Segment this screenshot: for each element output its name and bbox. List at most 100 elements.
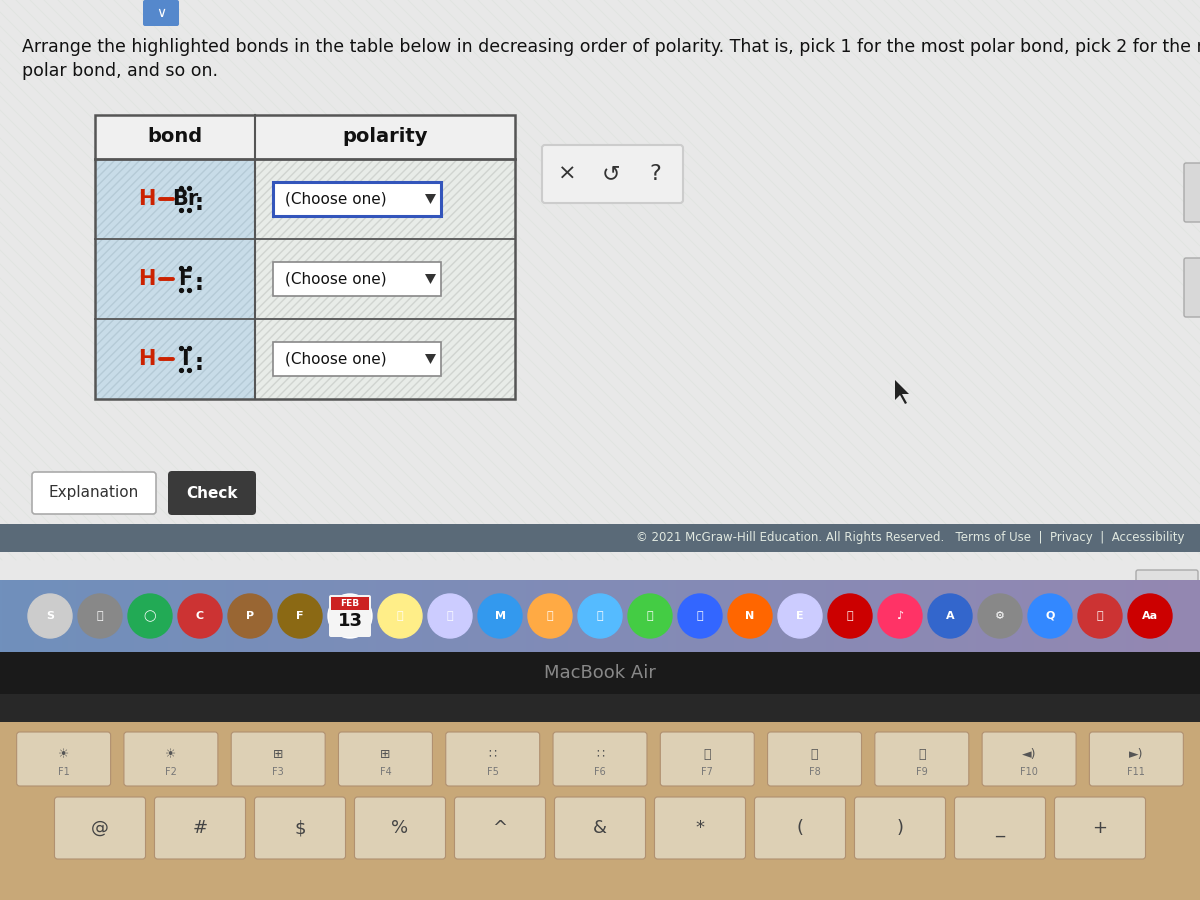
Text: F11: F11 [1128,768,1145,778]
Circle shape [478,594,522,638]
Bar [114,580,116,652]
Bar [974,580,976,652]
Bar [758,580,760,652]
Bar [190,580,192,652]
Bar [1038,580,1040,652]
Text: E: E [796,611,804,621]
Bar [294,580,296,652]
Text: F4: F4 [379,768,391,778]
Bar [1028,580,1030,652]
Bar [668,580,670,652]
Bar [298,580,300,652]
Bar [476,580,478,652]
Bar [1042,580,1044,652]
Bar [776,580,778,652]
Bar [936,580,938,652]
Bar [840,580,842,652]
Bar [464,580,466,652]
Bar [934,580,936,652]
Bar [1158,580,1160,652]
Bar [864,580,866,652]
Bar [1078,580,1080,652]
Text: (Choose one): (Choose one) [286,192,386,206]
Bar [498,580,500,652]
Bar [1178,580,1180,652]
Text: N: N [745,611,755,621]
FancyBboxPatch shape [124,732,218,786]
Bar [682,580,684,652]
Bar [204,580,206,652]
Bar [804,580,806,652]
Bar [576,580,578,652]
Bar [218,580,220,652]
Bar [1062,580,1064,652]
Bar [958,580,960,652]
Bar [376,580,378,652]
Bar [1172,580,1174,652]
Bar [332,580,334,652]
Bar [302,580,304,652]
FancyBboxPatch shape [0,652,1200,694]
Bar [886,580,888,652]
Circle shape [1028,594,1072,638]
Bar [760,580,762,652]
Text: Explanation: Explanation [49,485,139,500]
Bar [582,580,584,652]
Bar [338,580,340,652]
Bar [412,580,414,652]
Circle shape [578,594,622,638]
Bar [750,580,752,652]
Bar [678,580,680,652]
Bar [1190,580,1192,652]
Bar [820,580,822,652]
Bar [732,580,734,652]
Bar [88,580,90,652]
Bar [1128,580,1130,652]
Bar [436,580,438,652]
Bar [444,580,446,652]
Bar [316,580,318,652]
Bar [918,580,920,652]
Bar [442,580,444,652]
Text: 📰: 📰 [847,611,853,621]
Bar [624,580,626,652]
Bar [296,580,298,652]
Bar [1110,580,1112,652]
Bar [902,580,904,652]
Bar [488,580,490,652]
FancyBboxPatch shape [17,732,110,786]
Circle shape [128,594,172,638]
Bar [822,580,824,652]
Text: 🚀: 🚀 [97,611,103,621]
Bar [522,580,524,652]
FancyBboxPatch shape [155,797,246,859]
Bar [324,580,326,652]
Bar [738,580,740,652]
Bar [636,580,638,652]
Bar [278,580,280,652]
Bar [904,580,906,652]
Bar [86,580,88,652]
Bar [150,580,152,652]
Bar [754,580,756,652]
Bar [528,580,530,652]
Text: A: A [946,611,954,621]
Bar [14,580,16,652]
Text: ⏭: ⏭ [918,748,925,760]
Bar [726,580,728,652]
Bar [600,580,602,652]
Bar [408,580,410,652]
Bar [344,580,346,652]
Bar [374,580,376,652]
Bar [672,580,674,652]
Bar [30,580,32,652]
Bar [282,580,284,652]
FancyBboxPatch shape [660,732,755,786]
Bar [124,580,126,652]
Bar [700,580,702,652]
Bar [448,580,450,652]
Bar [772,580,774,652]
Bar [254,580,256,652]
Bar [438,580,440,652]
Bar [1198,580,1200,652]
